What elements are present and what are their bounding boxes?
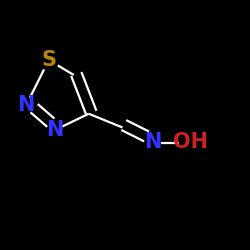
Text: N: N xyxy=(46,120,64,140)
Text: S: S xyxy=(41,50,56,70)
Text: N: N xyxy=(144,132,161,152)
Text: OH: OH xyxy=(172,132,208,152)
Text: N: N xyxy=(18,95,35,115)
